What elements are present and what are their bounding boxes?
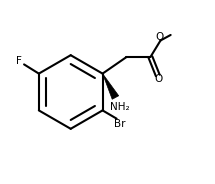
Text: F: F bbox=[16, 56, 22, 66]
Text: Br: Br bbox=[114, 119, 125, 129]
Text: NH₂: NH₂ bbox=[110, 102, 130, 112]
Text: O: O bbox=[155, 75, 163, 84]
Polygon shape bbox=[103, 74, 119, 99]
Text: O: O bbox=[155, 32, 164, 42]
